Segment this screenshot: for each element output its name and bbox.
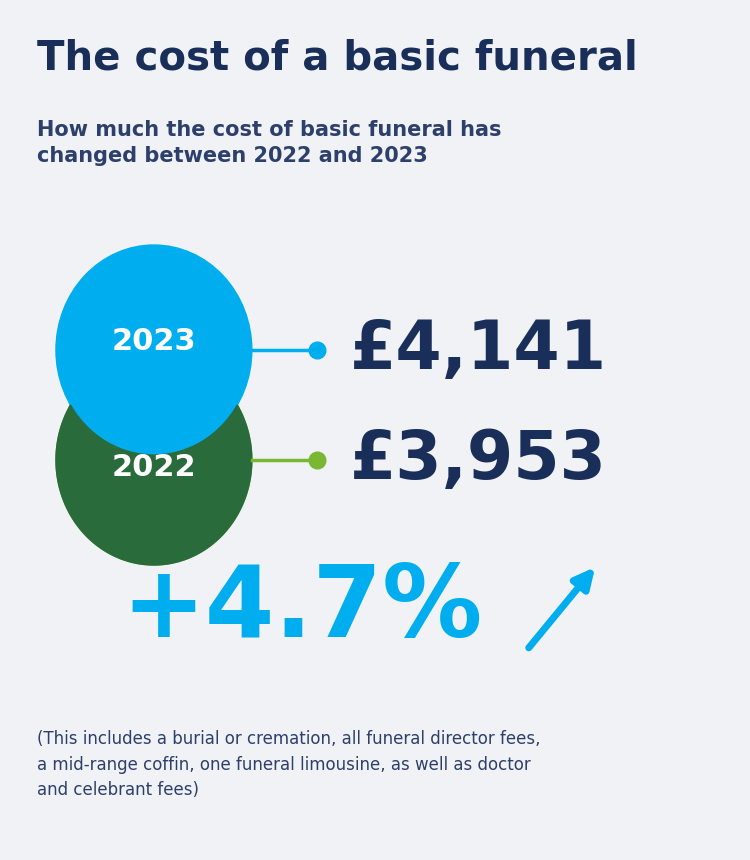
Text: +4.7%: +4.7% — [122, 562, 482, 659]
Text: £4,141: £4,141 — [350, 317, 607, 383]
Text: £3,953: £3,953 — [350, 427, 607, 493]
Polygon shape — [56, 405, 252, 565]
Circle shape — [56, 355, 252, 565]
Text: How much the cost of basic funeral has
changed between 2022 and 2023: How much the cost of basic funeral has c… — [38, 120, 502, 166]
Text: 2023: 2023 — [112, 328, 196, 357]
Text: The cost of a basic funeral: The cost of a basic funeral — [38, 38, 638, 78]
Text: 2022: 2022 — [112, 453, 196, 482]
Text: (This includes a burial or cremation, all funeral director fees,
a mid-range cof: (This includes a burial or cremation, al… — [38, 730, 541, 800]
Circle shape — [56, 245, 252, 455]
